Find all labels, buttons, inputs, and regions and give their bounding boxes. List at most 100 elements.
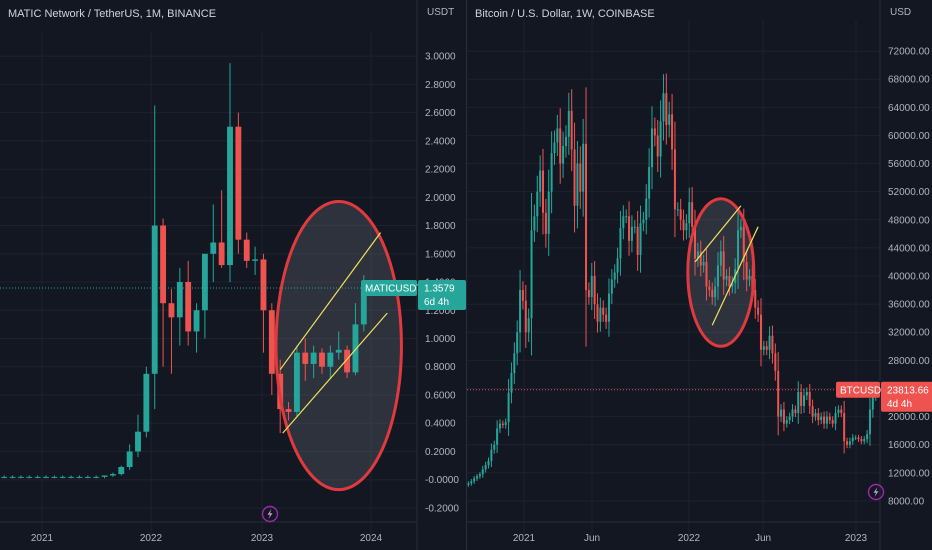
lightning-bolt-icon[interactable]	[261, 505, 279, 523]
candle-body	[705, 261, 708, 287]
candle-body	[76, 476, 83, 478]
candle-body	[814, 413, 817, 417]
candle-body	[93, 476, 100, 478]
x-tick-label: 2023	[845, 533, 868, 544]
candle-body	[823, 416, 826, 424]
candle-body	[539, 170, 542, 192]
candle-body	[653, 128, 656, 136]
candle-body	[143, 373, 150, 432]
x-tick-label: 2022	[678, 533, 701, 544]
y-tick-label: 60000.00	[888, 131, 930, 142]
candle-body	[201, 253, 208, 311]
candle-body	[496, 428, 499, 445]
btc-chart-pane[interactable]: 72000.00 68000.00 64000.00 60000.00 56000.00…	[466, 0, 932, 550]
y-tick-label: 1.0000	[425, 334, 456, 345]
candle-body	[490, 449, 493, 461]
candle-body	[541, 170, 545, 213]
candle-body	[126, 451, 133, 467]
candle-body	[737, 230, 740, 269]
candle-body	[556, 128, 559, 143]
candle-body	[668, 114, 671, 125]
candle-body	[722, 251, 725, 280]
candle-body	[160, 225, 167, 304]
candle-body	[513, 353, 516, 374]
y-tick-label: 0.6000	[425, 390, 456, 401]
y-tick-label: 32000.00	[888, 328, 930, 339]
candle-body	[716, 265, 719, 287]
candle-body	[765, 346, 768, 350]
x-tick-label: 2023	[251, 533, 274, 544]
candle-body	[84, 476, 91, 478]
candle-body	[605, 314, 608, 322]
candle-body	[587, 290, 590, 298]
candle-body	[493, 444, 496, 450]
matic-chart-title: MATIC Network / TetherUS, 1M, BINANCE	[8, 8, 217, 20]
candle-body	[757, 307, 760, 315]
candle-body	[708, 286, 711, 291]
candle-body	[688, 202, 691, 224]
btc-chart-svg[interactable]: 72000.00 68000.00 64000.00 60000.00 56000.00…	[467, 0, 932, 550]
candle-body	[562, 145, 565, 164]
candle-body	[754, 290, 757, 308]
y-tick-label: 2.6000	[425, 108, 456, 119]
candle-body	[731, 283, 734, 287]
candle-body	[467, 483, 470, 485]
candle-body	[785, 420, 788, 424]
price-tag	[881, 381, 932, 412]
x-tick-label: 2022	[140, 533, 163, 544]
y-tick-label: 2.4000	[425, 136, 456, 147]
candle-body	[285, 409, 292, 412]
candle-body	[834, 413, 837, 424]
candle-body	[470, 481, 473, 484]
candle-body	[310, 352, 317, 364]
candle-body	[665, 93, 668, 125]
candle-body	[771, 335, 774, 354]
candle-body	[791, 409, 794, 417]
candle-body	[476, 476, 479, 479]
y-tick-label: 48000.00	[888, 215, 930, 226]
y-tick-label: 40000.00	[888, 272, 930, 283]
candle-body	[302, 352, 309, 364]
y-tick-label: 20000.00	[888, 412, 930, 423]
candle-body	[570, 110, 573, 150]
lightning-bolt-icon[interactable]	[867, 483, 885, 501]
candle-body	[648, 167, 651, 199]
candle-body	[840, 409, 843, 414]
y-tick-label: 2.0000	[425, 193, 456, 204]
symbol-tag-label: BTCUSD	[840, 385, 881, 396]
candle-body	[616, 258, 619, 273]
candle-body	[696, 251, 699, 259]
candle-body	[481, 469, 484, 475]
candle-body	[553, 142, 556, 154]
matic-chart-pane[interactable]: 3.0000 2.8000 2.6000 2.4000 2.2000 2.0000 1.80…	[0, 0, 466, 550]
candle-body	[851, 437, 854, 442]
candle-body	[1, 476, 8, 478]
y-tick-label: 44000.00	[888, 243, 930, 254]
candle-body	[848, 441, 851, 445]
candle-body	[547, 191, 550, 234]
candle-body	[797, 391, 800, 414]
candle-body	[642, 219, 645, 224]
symbol-tag-label: MATICUSDT	[365, 283, 423, 294]
candle-body	[777, 370, 780, 417]
candle-body	[682, 219, 685, 231]
trend-line	[711, 226, 759, 326]
x-tick-label: 2024	[360, 533, 383, 544]
candle-body	[109, 474, 116, 476]
matic-chart-svg[interactable]: 3.0000 2.8000 2.6000 2.4000 2.2000 2.0000 1.80…	[0, 0, 466, 550]
x-tick-label: 2021	[513, 533, 536, 544]
y-tick-label: 2.8000	[425, 80, 456, 91]
candle-body	[210, 242, 217, 254]
y-tick-label: 0.8000	[425, 362, 456, 373]
candle-body	[685, 223, 688, 231]
candle-body	[524, 300, 527, 333]
candle-body	[484, 465, 487, 470]
currency-label: USDT	[427, 7, 454, 18]
candle-body	[656, 135, 659, 157]
candle-body	[68, 476, 75, 478]
y-tick-label: 36000.00	[888, 300, 930, 311]
candle-body	[268, 310, 275, 374]
candle-body	[293, 352, 300, 412]
candle-body	[168, 303, 175, 318]
candle-body	[185, 282, 192, 332]
